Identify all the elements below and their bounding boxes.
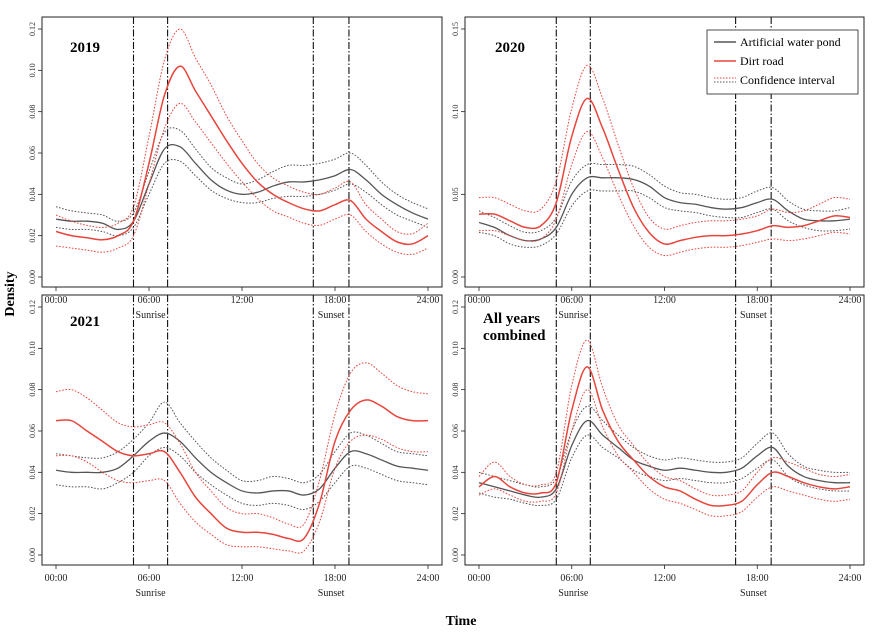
y-tick-label: 0.04: [28, 187, 37, 201]
x-tick-label: 06:00: [138, 295, 161, 306]
series-line-dirt-road: [478, 97, 851, 245]
legend: Artificial water pond Dirt road Confiden…: [706, 29, 859, 95]
y-tick-label: 0.12: [28, 22, 37, 36]
panel-2020: 0.00 0.05 0.10 0.15 00:00 06:00 12:00 18:00 24:0…: [451, 16, 865, 321]
y-tick-label: 0.00: [451, 270, 460, 284]
y-tick-label: 0.12: [451, 300, 460, 314]
panel-title: 2021: [70, 314, 100, 330]
panel-all-years-combined: 0.00 0.02 0.04 0.06 0.08 0.10 0.12 00:00 06:00 12…: [451, 294, 865, 599]
y-tick-label: 0.00: [28, 548, 37, 562]
x-tick-label: 00:00: [45, 295, 68, 306]
legend-label-ci: Confidence interval: [740, 73, 836, 87]
sunrise-label: Sunrise: [136, 588, 167, 599]
sunrise-label: Sunrise: [558, 588, 589, 599]
y-tick-label: 0.04: [451, 465, 460, 479]
x-tick-label: 12:00: [231, 573, 254, 584]
series-line-artificial-water-pond-ci-upper: [478, 162, 851, 234]
x-tick-label: 24:00: [417, 295, 440, 306]
series-line-dirt-road-ci-lower: [478, 131, 851, 257]
legend-label-water-pond: Artificial water pond: [740, 35, 841, 49]
x-tick-label: 12:00: [653, 573, 676, 584]
y-tick-label: 0.06: [28, 146, 37, 160]
legend-label-dirt-road: Dirt road: [740, 54, 784, 68]
y-tick-label: 0.05: [451, 187, 460, 201]
x-tick-label: 06:00: [138, 573, 161, 584]
sunset-label: Sunset: [740, 310, 767, 321]
x-tick-label: 24:00: [839, 295, 862, 306]
x-axis-title: Time: [446, 614, 477, 629]
y-tick-label: 0.10: [28, 63, 37, 77]
y-tick-label: 0.10: [28, 341, 37, 355]
series-line-dirt-road: [55, 399, 429, 542]
y-tick-label: 0.02: [28, 229, 37, 243]
series-line-artificial-water-pond-ci-lower: [478, 189, 851, 248]
y-tick-label: 0.00: [28, 270, 37, 284]
series-line-artificial-water-pond: [55, 432, 429, 496]
panel-title: 2020: [495, 40, 525, 56]
x-tick-label: 00:00: [468, 295, 491, 306]
sunrise-label: Sunrise: [558, 310, 589, 321]
panel-2019: 0.00 0.02 0.04 0.06 0.08 0.10 0.12 00:00 06:00 12…: [28, 16, 443, 321]
series-line-dirt-road-ci-upper: [55, 28, 429, 235]
y-tick-label: 0.10: [451, 105, 460, 119]
y-axis-title: Density: [3, 271, 18, 316]
x-tick-label: 12:00: [231, 295, 254, 306]
sunset-label: Sunset: [740, 588, 767, 599]
series-line-artificial-water-pond: [55, 143, 429, 231]
series-line-dirt-road-ci-upper: [478, 64, 851, 230]
series-line-artificial-water-pond: [478, 175, 851, 242]
series-line-dirt-road-ci-upper: [55, 362, 429, 528]
series-line-artificial-water-pond-ci-lower: [55, 158, 429, 237]
y-tick-label: 0.08: [28, 383, 37, 397]
x-tick-label: 18:00: [324, 295, 347, 306]
series-line-dirt-road-ci-lower: [55, 102, 429, 255]
series-line-dirt-road: [478, 366, 851, 507]
series-line-artificial-water-pond: [478, 419, 851, 499]
x-tick-label: 18:00: [746, 295, 769, 306]
x-tick-label: 18:00: [746, 573, 769, 584]
panels-group: 0.00 0.02 0.04 0.06 0.08 0.10 0.12 00:00 06:00 12…: [28, 16, 865, 599]
x-tick-label: 18:00: [324, 573, 347, 584]
x-tick-label: 00:00: [468, 573, 491, 584]
x-tick-label: 00:00: [45, 573, 68, 584]
legend-box: [706, 29, 859, 95]
y-tick-label: 0.02: [451, 507, 460, 521]
series-line-dirt-road-ci-lower: [478, 389, 851, 517]
sunrise-label: Sunrise: [136, 310, 167, 321]
series-line-artificial-water-pond-ci-lower: [478, 434, 851, 507]
x-tick-label: 06:00: [560, 295, 583, 306]
y-tick-label: 0.04: [28, 465, 37, 479]
y-tick-label: 0.08: [451, 383, 460, 397]
y-tick-label: 0.06: [28, 424, 37, 438]
x-tick-label: 24:00: [417, 573, 440, 584]
x-tick-label: 12:00: [653, 295, 676, 306]
sunset-label: Sunset: [318, 310, 345, 321]
panel-title: 2019: [70, 40, 100, 56]
x-tick-label: 24:00: [839, 573, 862, 584]
y-tick-label: 0.06: [451, 424, 460, 438]
series-line-dirt-road-ci-lower: [55, 434, 429, 554]
series-line-dirt-road: [55, 65, 429, 246]
panel-title: All years combined: [483, 311, 546, 344]
series-line-artificial-water-pond-ci-upper: [55, 401, 429, 484]
panel-2021: 0.00 0.02 0.04 0.06 0.08 0.10 0.12 00:00 06:00 12…: [28, 294, 443, 599]
y-tick-label: 0.15: [451, 22, 460, 36]
sunset-label: Sunset: [318, 588, 345, 599]
x-tick-label: 06:00: [560, 573, 583, 584]
y-tick-label: 0.12: [28, 300, 37, 314]
y-tick-label: 0.08: [28, 105, 37, 119]
y-tick-label: 0.10: [451, 341, 460, 355]
series-line-artificial-water-pond-ci-upper: [478, 405, 851, 488]
series-line-artificial-water-pond-ci-upper: [55, 127, 429, 222]
y-tick-label: 0.00: [451, 548, 460, 562]
y-tick-label: 0.02: [28, 507, 37, 521]
